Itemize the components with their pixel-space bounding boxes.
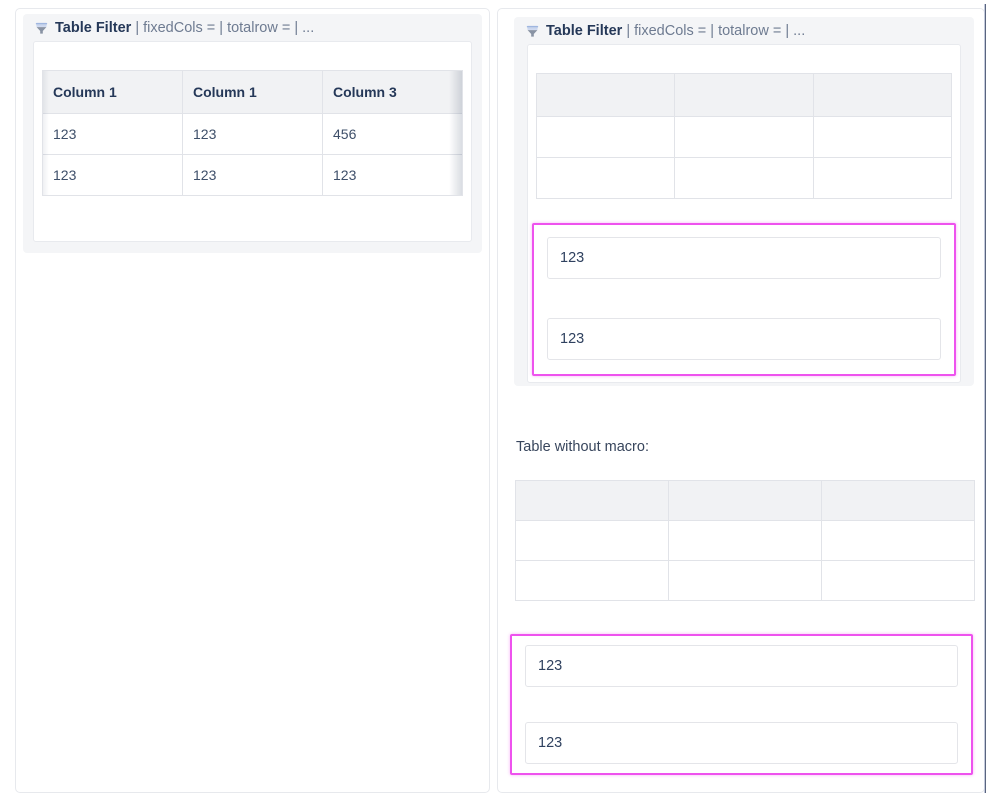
table-cell: 123 [182, 113, 323, 155]
table-header-row [515, 480, 975, 521]
highlight-outline: 123 123 [510, 634, 973, 775]
table-cell: 123 [42, 154, 183, 196]
table-header-cell: Column 1 [42, 70, 183, 114]
table-cell [535, 116, 676, 158]
table-header-cell: Column 3 [322, 70, 463, 114]
table-header-row: Column 1 Column 1 Column 3 [42, 70, 463, 114]
table-cell [668, 560, 822, 601]
macro-header[interactable]: Table Filter | fixedCols = | totalrow = … [23, 14, 482, 41]
macro-params: | fixedCols = | totalrow = | ... [626, 23, 806, 39]
left-preview-pane: Table Filter | fixedCols = | totalrow = … [15, 8, 490, 793]
macro-title: Table Filter [55, 20, 136, 36]
table-header-row [535, 73, 953, 117]
table-cell [515, 560, 669, 601]
macro-header[interactable]: Table Filter | fixedCols = | totalrow = … [514, 17, 974, 44]
macro-title: Table Filter [546, 23, 627, 39]
table-cell: 456 [322, 113, 463, 155]
total-row-value: 123 [547, 318, 941, 360]
table-row [535, 157, 953, 199]
table-header-cell [674, 73, 814, 117]
table-header-cell [535, 73, 676, 117]
macro-body-card: 123 123 [527, 44, 961, 383]
table-filter-funnel-icon [526, 25, 539, 38]
right-preview-pane: Table Filter | fixedCols = | totalrow = … [497, 8, 985, 793]
table-cell [821, 520, 975, 561]
table-cell [535, 157, 676, 199]
table-cell [812, 157, 953, 199]
plain-table-wrap [515, 480, 975, 601]
filtered-table: Column 1 Column 1 Column 3 123 123 456 1… [42, 70, 463, 196]
highlight-outline: 123 123 [532, 223, 956, 376]
table-header-cell [515, 480, 669, 521]
pane-scrollbar[interactable] [984, 4, 986, 793]
table-scroll-area: Column 1 Column 1 Column 3 123 123 456 1… [42, 70, 463, 196]
table-row [535, 116, 953, 158]
macro-params: | fixedCols = | totalrow = | ... [135, 20, 315, 36]
table-filter-funnel-icon [35, 22, 48, 35]
table-scroll-area [535, 73, 953, 199]
table-cell [515, 520, 669, 561]
table-row: 123 123 456 [42, 113, 463, 155]
table-header-cell [812, 73, 953, 117]
empty-filtered-table [535, 73, 953, 199]
table-row [515, 520, 975, 561]
section-label: Table without macro: [516, 439, 649, 455]
table-cell [812, 116, 953, 158]
table-row: 123 123 123 [42, 154, 463, 196]
table-header-cell [668, 480, 822, 521]
table-cell: 123 [322, 154, 463, 196]
macro-body-card: Column 1 Column 1 Column 3 123 123 456 1… [33, 41, 472, 242]
table-cell: 123 [42, 113, 183, 155]
table-cell [674, 116, 814, 158]
total-row-value: 123 [547, 237, 941, 279]
plain-table [515, 480, 975, 601]
table-row [515, 560, 975, 601]
table-cell: 123 [182, 154, 323, 196]
table-cell [668, 520, 822, 561]
table-filter-macro-left: Table Filter | fixedCols = | totalrow = … [23, 14, 482, 253]
table-header-cell [821, 480, 975, 521]
table-filter-macro-right: Table Filter | fixedCols = | totalrow = … [514, 17, 974, 386]
table-cell [821, 560, 975, 601]
table-header-cell: Column 1 [182, 70, 323, 114]
total-row-value: 123 [525, 645, 958, 687]
total-row-value: 123 [525, 722, 958, 764]
table-cell [674, 157, 814, 199]
